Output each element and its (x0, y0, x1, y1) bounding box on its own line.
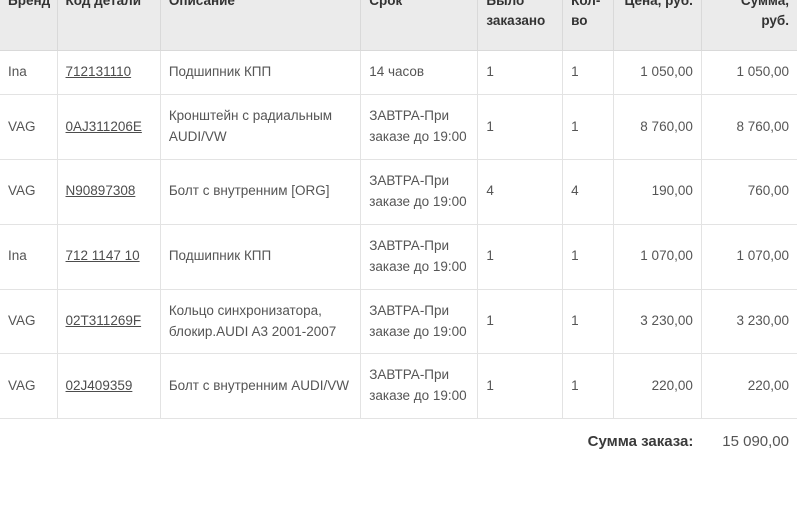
column-header-sum[interactable]: Сумма, руб. (701, 0, 797, 52)
table-row[interactable]: VAG 02J409359 Болт с внутренним AUDI/VW … (0, 353, 797, 420)
table-row[interactable]: VAG 0AJ311206E Кронштейн с радиальным AU… (0, 94, 797, 160)
cell-price: 8 760,00 (613, 94, 702, 160)
part-code-link[interactable]: 712 1147 10 (65, 248, 140, 264)
part-code-link[interactable]: 02J409359 (65, 377, 133, 393)
order-items-panel: Бренд Код детали Описание Срок Было зака… (0, 0, 797, 461)
part-code-link[interactable]: 0AJ311206E (65, 118, 142, 134)
cell-brand: Ina (0, 224, 58, 290)
cell-sum: 1 050,00 (701, 50, 797, 96)
cell-part-code: 712131110 (57, 50, 161, 96)
cell-quantity: 1 (562, 50, 614, 96)
cell-part-code: 02T311269F (57, 289, 161, 355)
cell-term: 14 часов (360, 50, 479, 96)
cell-was-ordered: 1 (477, 94, 564, 160)
order-items-table: Бренд Код детали Описание Срок Было зака… (0, 0, 797, 461)
order-total-value: 15 090,00 (701, 418, 797, 461)
column-header-was-ordered[interactable]: Было заказано (477, 0, 564, 52)
cell-was-ordered: 1 (477, 353, 564, 420)
table-header-row: Бренд Код детали Описание Срок Было зака… (0, 0, 797, 52)
column-header-term[interactable]: Срок (360, 0, 479, 52)
cell-brand: VAG (0, 94, 58, 160)
cell-price: 190,00 (613, 159, 702, 225)
cell-price: 3 230,00 (613, 289, 702, 355)
cell-quantity: 1 (562, 289, 614, 355)
table-body: Ina 712131110 Подшипник КПП 14 часов 1 1… (0, 50, 797, 420)
cell-sum: 760,00 (701, 159, 797, 225)
column-header-description[interactable]: Описание (160, 0, 362, 52)
cell-term: ЗАВТРА-При заказе до 19:00 (360, 353, 479, 420)
cell-sum: 220,00 (701, 353, 797, 420)
cell-term: ЗАВТРА-При заказе до 19:00 (360, 94, 479, 160)
cell-was-ordered: 1 (477, 224, 564, 290)
table-row[interactable]: Ina 712131110 Подшипник КПП 14 часов 1 1… (0, 50, 797, 96)
part-code-link[interactable]: N90897308 (65, 183, 136, 199)
cell-brand: Ina (0, 50, 58, 96)
table-footer: Сумма заказа: 15 090,00 (0, 418, 797, 461)
cell-brand: VAG (0, 289, 58, 355)
order-total-row: Сумма заказа: 15 090,00 (0, 418, 797, 461)
part-code-link[interactable]: 02T311269F (65, 313, 142, 329)
cell-description: Подшипник КПП (160, 50, 362, 96)
cell-part-code: 712 1147 10 (57, 224, 161, 290)
cell-sum: 8 760,00 (701, 94, 797, 160)
cell-term: ЗАВТРА-При заказе до 19:00 (360, 224, 479, 290)
cell-price: 1 050,00 (613, 50, 702, 96)
cell-was-ordered: 1 (477, 50, 564, 96)
column-header-price[interactable]: Цена, руб. (613, 0, 702, 52)
table-header: Бренд Код детали Описание Срок Было зака… (0, 0, 797, 52)
cell-brand: VAG (0, 159, 58, 225)
cell-price: 1 070,00 (613, 224, 702, 290)
cell-brand: VAG (0, 353, 58, 420)
cell-sum: 3 230,00 (701, 289, 797, 355)
part-code-link[interactable]: 712131110 (65, 64, 132, 80)
cell-term: ЗАВТРА-При заказе до 19:00 (360, 289, 479, 355)
cell-description: Кронштейн с радиальным AUDI/VW (160, 94, 362, 160)
table-row[interactable]: VAG N90897308 Болт с внутренним [ORG] ЗА… (0, 159, 797, 225)
table-row[interactable]: Ina 712 1147 10 Подшипник КПП ЗАВТРА-При… (0, 224, 797, 290)
table-row[interactable]: VAG 02T311269F Кольцо синхронизатора, бл… (0, 289, 797, 355)
cell-description: Кольцо синхронизатора, блокир.AUDI A3 20… (160, 289, 362, 355)
cell-was-ordered: 1 (477, 289, 564, 355)
cell-was-ordered: 4 (477, 159, 564, 225)
cell-quantity: 1 (562, 224, 614, 290)
cell-quantity: 4 (562, 159, 614, 225)
column-header-brand[interactable]: Бренд (0, 0, 58, 52)
cell-description: Подшипник КПП (160, 224, 362, 290)
cell-description: Болт с внутренним [ORG] (160, 159, 362, 225)
cell-term: ЗАВТРА-При заказе до 19:00 (360, 159, 479, 225)
cell-quantity: 1 (562, 353, 614, 420)
order-total-label: Сумма заказа: (0, 418, 702, 461)
cell-part-code: 0AJ311206E (57, 94, 161, 160)
cell-sum: 1 070,00 (701, 224, 797, 290)
cell-quantity: 1 (562, 94, 614, 160)
cell-part-code: 02J409359 (57, 353, 161, 420)
column-header-part-code[interactable]: Код детали (57, 0, 161, 52)
cell-part-code: N90897308 (57, 159, 161, 225)
column-header-quantity[interactable]: Кол-во (562, 0, 614, 52)
cell-description: Болт с внутренним AUDI/VW (160, 353, 362, 420)
cell-price: 220,00 (613, 353, 702, 420)
